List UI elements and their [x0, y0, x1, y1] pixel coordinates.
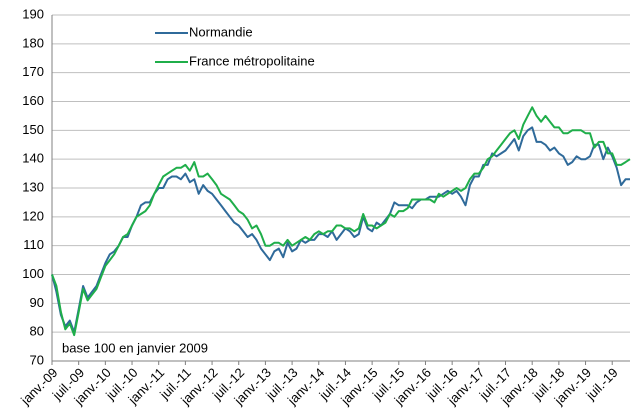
y-tick-label: 180 [22, 35, 44, 50]
y-tick-label: 160 [22, 93, 44, 108]
y-tick-label: 120 [22, 208, 44, 223]
line-series [51, 106, 631, 337]
annotation: base 100 en janvier 2009 [62, 340, 208, 355]
line-series [51, 126, 630, 334]
y-tick-label: 80 [30, 324, 44, 339]
y-tick-label: 90 [30, 295, 44, 310]
y-tick-label: 110 [23, 237, 44, 252]
y-tick-label: 100 [22, 266, 44, 281]
y-tick-label: 190 [22, 6, 44, 21]
y-tick-label: 140 [22, 151, 44, 166]
legend-label: Normandie [189, 24, 253, 39]
y-tick-label: 130 [22, 179, 44, 194]
y-tick-label: 150 [22, 122, 44, 137]
y-tick-label: 170 [22, 64, 44, 79]
y-tick-label: 70 [30, 352, 44, 367]
legend-label: France métropolitaine [189, 53, 315, 68]
